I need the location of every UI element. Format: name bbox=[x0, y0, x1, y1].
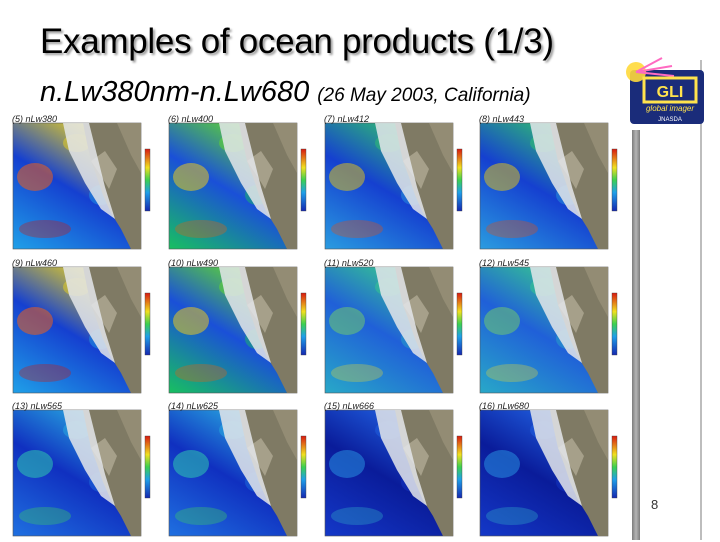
panel-label: (7) nLw412 bbox=[324, 114, 370, 124]
map-panel: (15) nLw666 bbox=[317, 400, 473, 542]
panel-label: (13) nLw565 bbox=[12, 401, 63, 411]
ocean-map bbox=[168, 409, 307, 537]
ocean-map bbox=[324, 409, 463, 537]
slide-edge-bar bbox=[632, 130, 640, 540]
panel-label: (16) nLw680 bbox=[479, 401, 530, 411]
panel-label: (10) nLw490 bbox=[168, 258, 219, 268]
map-panel: (5) nLw380 bbox=[5, 113, 161, 255]
panel-label: (8) nLw443 bbox=[479, 114, 525, 124]
gli-logo: GLI global imager JNASDA bbox=[626, 57, 704, 124]
ocean-products-grid: (5) nLw380 (6) nLw400 (7) nLw412 (8) nLw… bbox=[3, 113, 628, 542]
ocean-map bbox=[12, 266, 151, 394]
logo-text: global imager bbox=[646, 104, 694, 113]
ocean-map bbox=[168, 122, 307, 250]
subtitle-note: (26 May 2003, California) bbox=[317, 85, 531, 106]
subtitle-main: n.Lw380nm-n.Lw680 bbox=[40, 76, 310, 108]
ocean-map bbox=[12, 409, 151, 537]
ocean-map bbox=[479, 266, 618, 394]
map-panel: (14) nLw625 bbox=[161, 400, 317, 542]
slide-subtitle: n.Lw380nm-n.Lw680 (26 May 2003, Californi… bbox=[40, 76, 531, 109]
map-panel: (6) nLw400 bbox=[161, 113, 317, 255]
map-panel: (16) nLw680 bbox=[472, 400, 628, 542]
panel-label: (15) nLw666 bbox=[324, 401, 375, 411]
panel-label: (9) nLw460 bbox=[12, 258, 58, 268]
panel-label: (5) nLw380 bbox=[12, 114, 58, 124]
map-panel: (8) nLw443 bbox=[472, 113, 628, 255]
ocean-map bbox=[479, 122, 618, 250]
map-panel: (9) nLw460 bbox=[5, 257, 161, 399]
svg-text:GLI: GLI bbox=[657, 84, 684, 101]
map-panel: (12) nLw545 bbox=[472, 257, 628, 399]
ocean-map bbox=[479, 409, 618, 537]
panel-label: (6) nLw400 bbox=[168, 114, 214, 124]
slide-title: Examples of ocean products (1/3) bbox=[40, 22, 554, 61]
page-number: 8 bbox=[651, 497, 659, 512]
map-panel: (13) nLw565 bbox=[5, 400, 161, 542]
ocean-map bbox=[168, 266, 307, 394]
map-panel: (10) nLw490 bbox=[161, 257, 317, 399]
map-panel: (11) nLw520 bbox=[317, 257, 473, 399]
ocean-map bbox=[324, 122, 463, 250]
slide-edge-line bbox=[700, 60, 702, 540]
ocean-map bbox=[12, 122, 151, 250]
panel-label: (12) nLw545 bbox=[479, 258, 530, 268]
panel-label: (11) nLw520 bbox=[324, 258, 374, 268]
logo-sub: JNASDA bbox=[658, 117, 682, 123]
ocean-map bbox=[324, 266, 463, 394]
map-panel: (7) nLw412 bbox=[317, 113, 473, 255]
panel-label: (14) nLw625 bbox=[168, 401, 219, 411]
